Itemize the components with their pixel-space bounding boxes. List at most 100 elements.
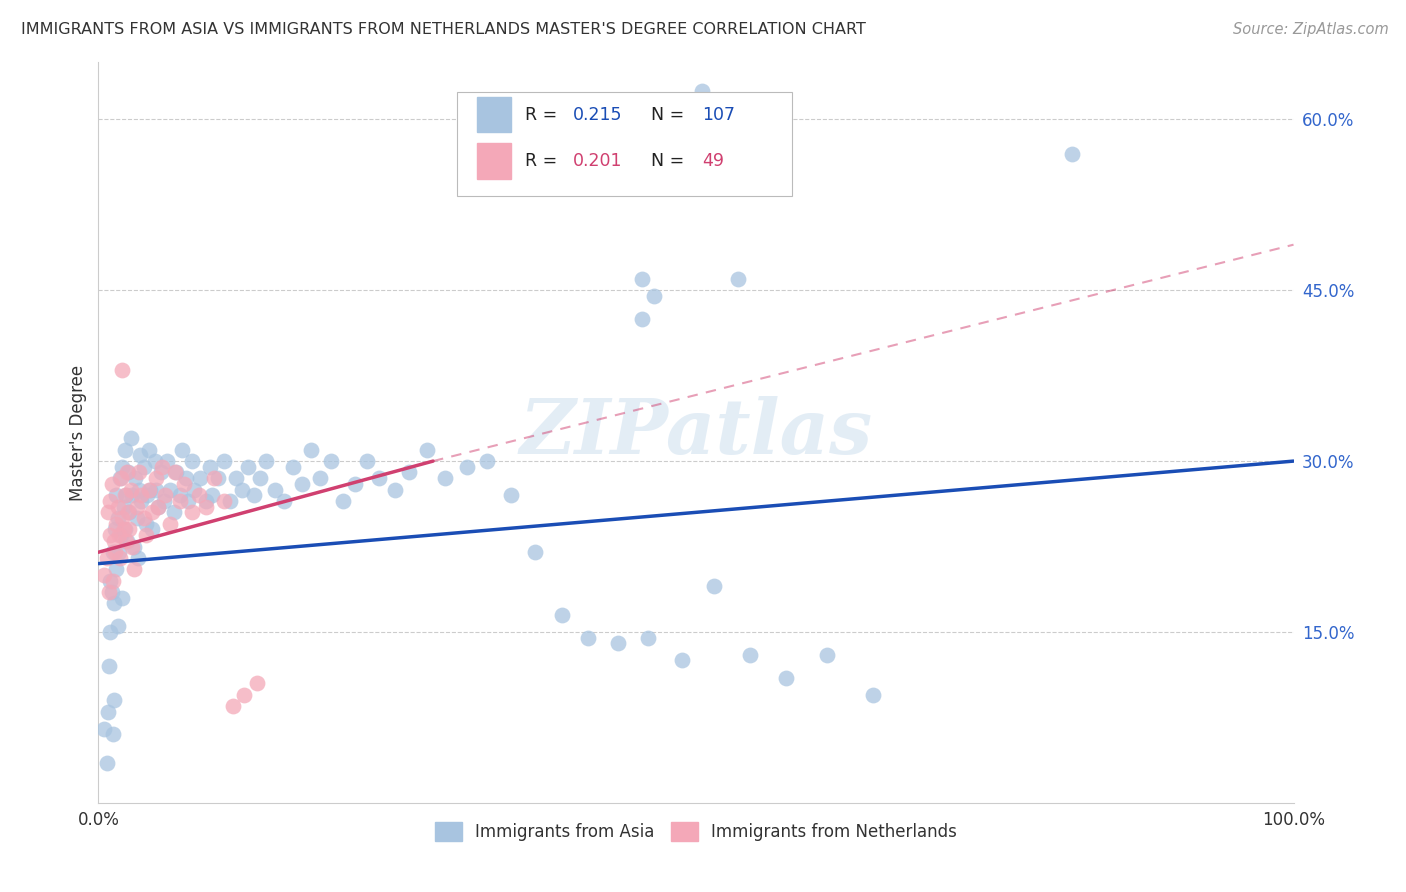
Point: [180, 505, 202, 519]
Point: [98, 494, 122, 508]
Point: [163, 505, 186, 519]
Point: [132, 459, 155, 474]
Point: [98, 624, 122, 639]
Point: [254, 454, 277, 468]
Point: [124, 562, 146, 576]
Point: [100, 585, 122, 599]
Point: [128, 466, 150, 480]
Point: [124, 540, 146, 554]
Point: [671, 653, 693, 667]
Point: [233, 688, 256, 702]
Point: [120, 483, 142, 497]
Point: [115, 488, 138, 502]
Text: N =: N =: [651, 152, 689, 169]
Point: [141, 523, 163, 537]
Point: [169, 494, 191, 508]
Point: [141, 505, 163, 519]
Point: [148, 500, 170, 514]
Point: [143, 454, 166, 468]
Point: [201, 488, 224, 502]
FancyBboxPatch shape: [457, 92, 792, 195]
Y-axis label: Master's Degree: Master's Degree: [69, 365, 87, 500]
Point: [180, 454, 202, 468]
Point: [344, 476, 367, 491]
Point: [96, 756, 118, 770]
Point: [135, 528, 157, 542]
Point: [111, 459, 134, 474]
Point: [231, 483, 253, 497]
Point: [738, 648, 761, 662]
Text: 107: 107: [702, 105, 735, 124]
Point: [207, 471, 229, 485]
Point: [384, 483, 406, 497]
Point: [308, 471, 330, 485]
Point: [862, 688, 884, 702]
Point: [108, 550, 131, 565]
Point: [98, 659, 121, 673]
Point: [212, 454, 235, 468]
Point: [356, 454, 378, 468]
Point: [105, 488, 128, 502]
Point: [198, 459, 221, 474]
Point: [398, 466, 420, 480]
Point: [173, 476, 195, 491]
Point: [815, 648, 838, 662]
Point: [112, 523, 135, 537]
Point: [104, 545, 127, 559]
Point: [1062, 146, 1084, 161]
Bar: [477, 143, 510, 178]
Point: [107, 619, 129, 633]
Point: [155, 488, 177, 502]
Point: [112, 500, 135, 514]
Point: [236, 459, 259, 474]
Point: [104, 523, 127, 537]
Point: [727, 272, 749, 286]
Point: [110, 471, 132, 485]
Point: [607, 636, 630, 650]
Point: [637, 631, 659, 645]
Point: [159, 516, 181, 531]
Point: [135, 516, 157, 531]
Point: [111, 591, 134, 605]
Point: [118, 505, 141, 519]
Point: [129, 449, 152, 463]
Point: [499, 488, 522, 502]
Point: [138, 442, 160, 457]
Text: R =: R =: [524, 152, 562, 169]
Point: [273, 494, 295, 508]
Point: [416, 442, 439, 457]
Point: [578, 631, 600, 645]
Point: [115, 466, 138, 480]
Point: [105, 562, 128, 576]
Point: [131, 494, 153, 508]
Point: [128, 483, 150, 497]
Point: [299, 442, 322, 457]
Point: [321, 454, 343, 468]
Point: [124, 471, 146, 485]
Point: [132, 511, 155, 525]
Point: [159, 483, 181, 497]
Text: ZIPatlas: ZIPatlas: [519, 396, 873, 469]
Point: [97, 505, 120, 519]
Point: [114, 442, 136, 457]
Point: [202, 471, 225, 485]
Point: [131, 488, 153, 502]
Text: IMMIGRANTS FROM ASIA VS IMMIGRANTS FROM NETHERLANDS MASTER'S DEGREE CORRELATION : IMMIGRANTS FROM ASIA VS IMMIGRANTS FROM …: [21, 22, 866, 37]
Point: [187, 488, 209, 502]
Point: [111, 363, 134, 377]
Point: [103, 693, 125, 707]
Text: 0.215: 0.215: [572, 105, 623, 124]
Point: [107, 545, 129, 559]
Point: [631, 311, 654, 326]
Point: [177, 494, 200, 508]
Text: 0.201: 0.201: [572, 152, 623, 169]
Point: [125, 511, 148, 525]
Point: [101, 727, 124, 741]
Point: [93, 722, 115, 736]
Point: [165, 466, 187, 480]
Point: [136, 488, 159, 502]
Point: [172, 442, 194, 457]
Point: [98, 574, 122, 588]
Point: [246, 676, 269, 690]
Point: [97, 705, 120, 719]
